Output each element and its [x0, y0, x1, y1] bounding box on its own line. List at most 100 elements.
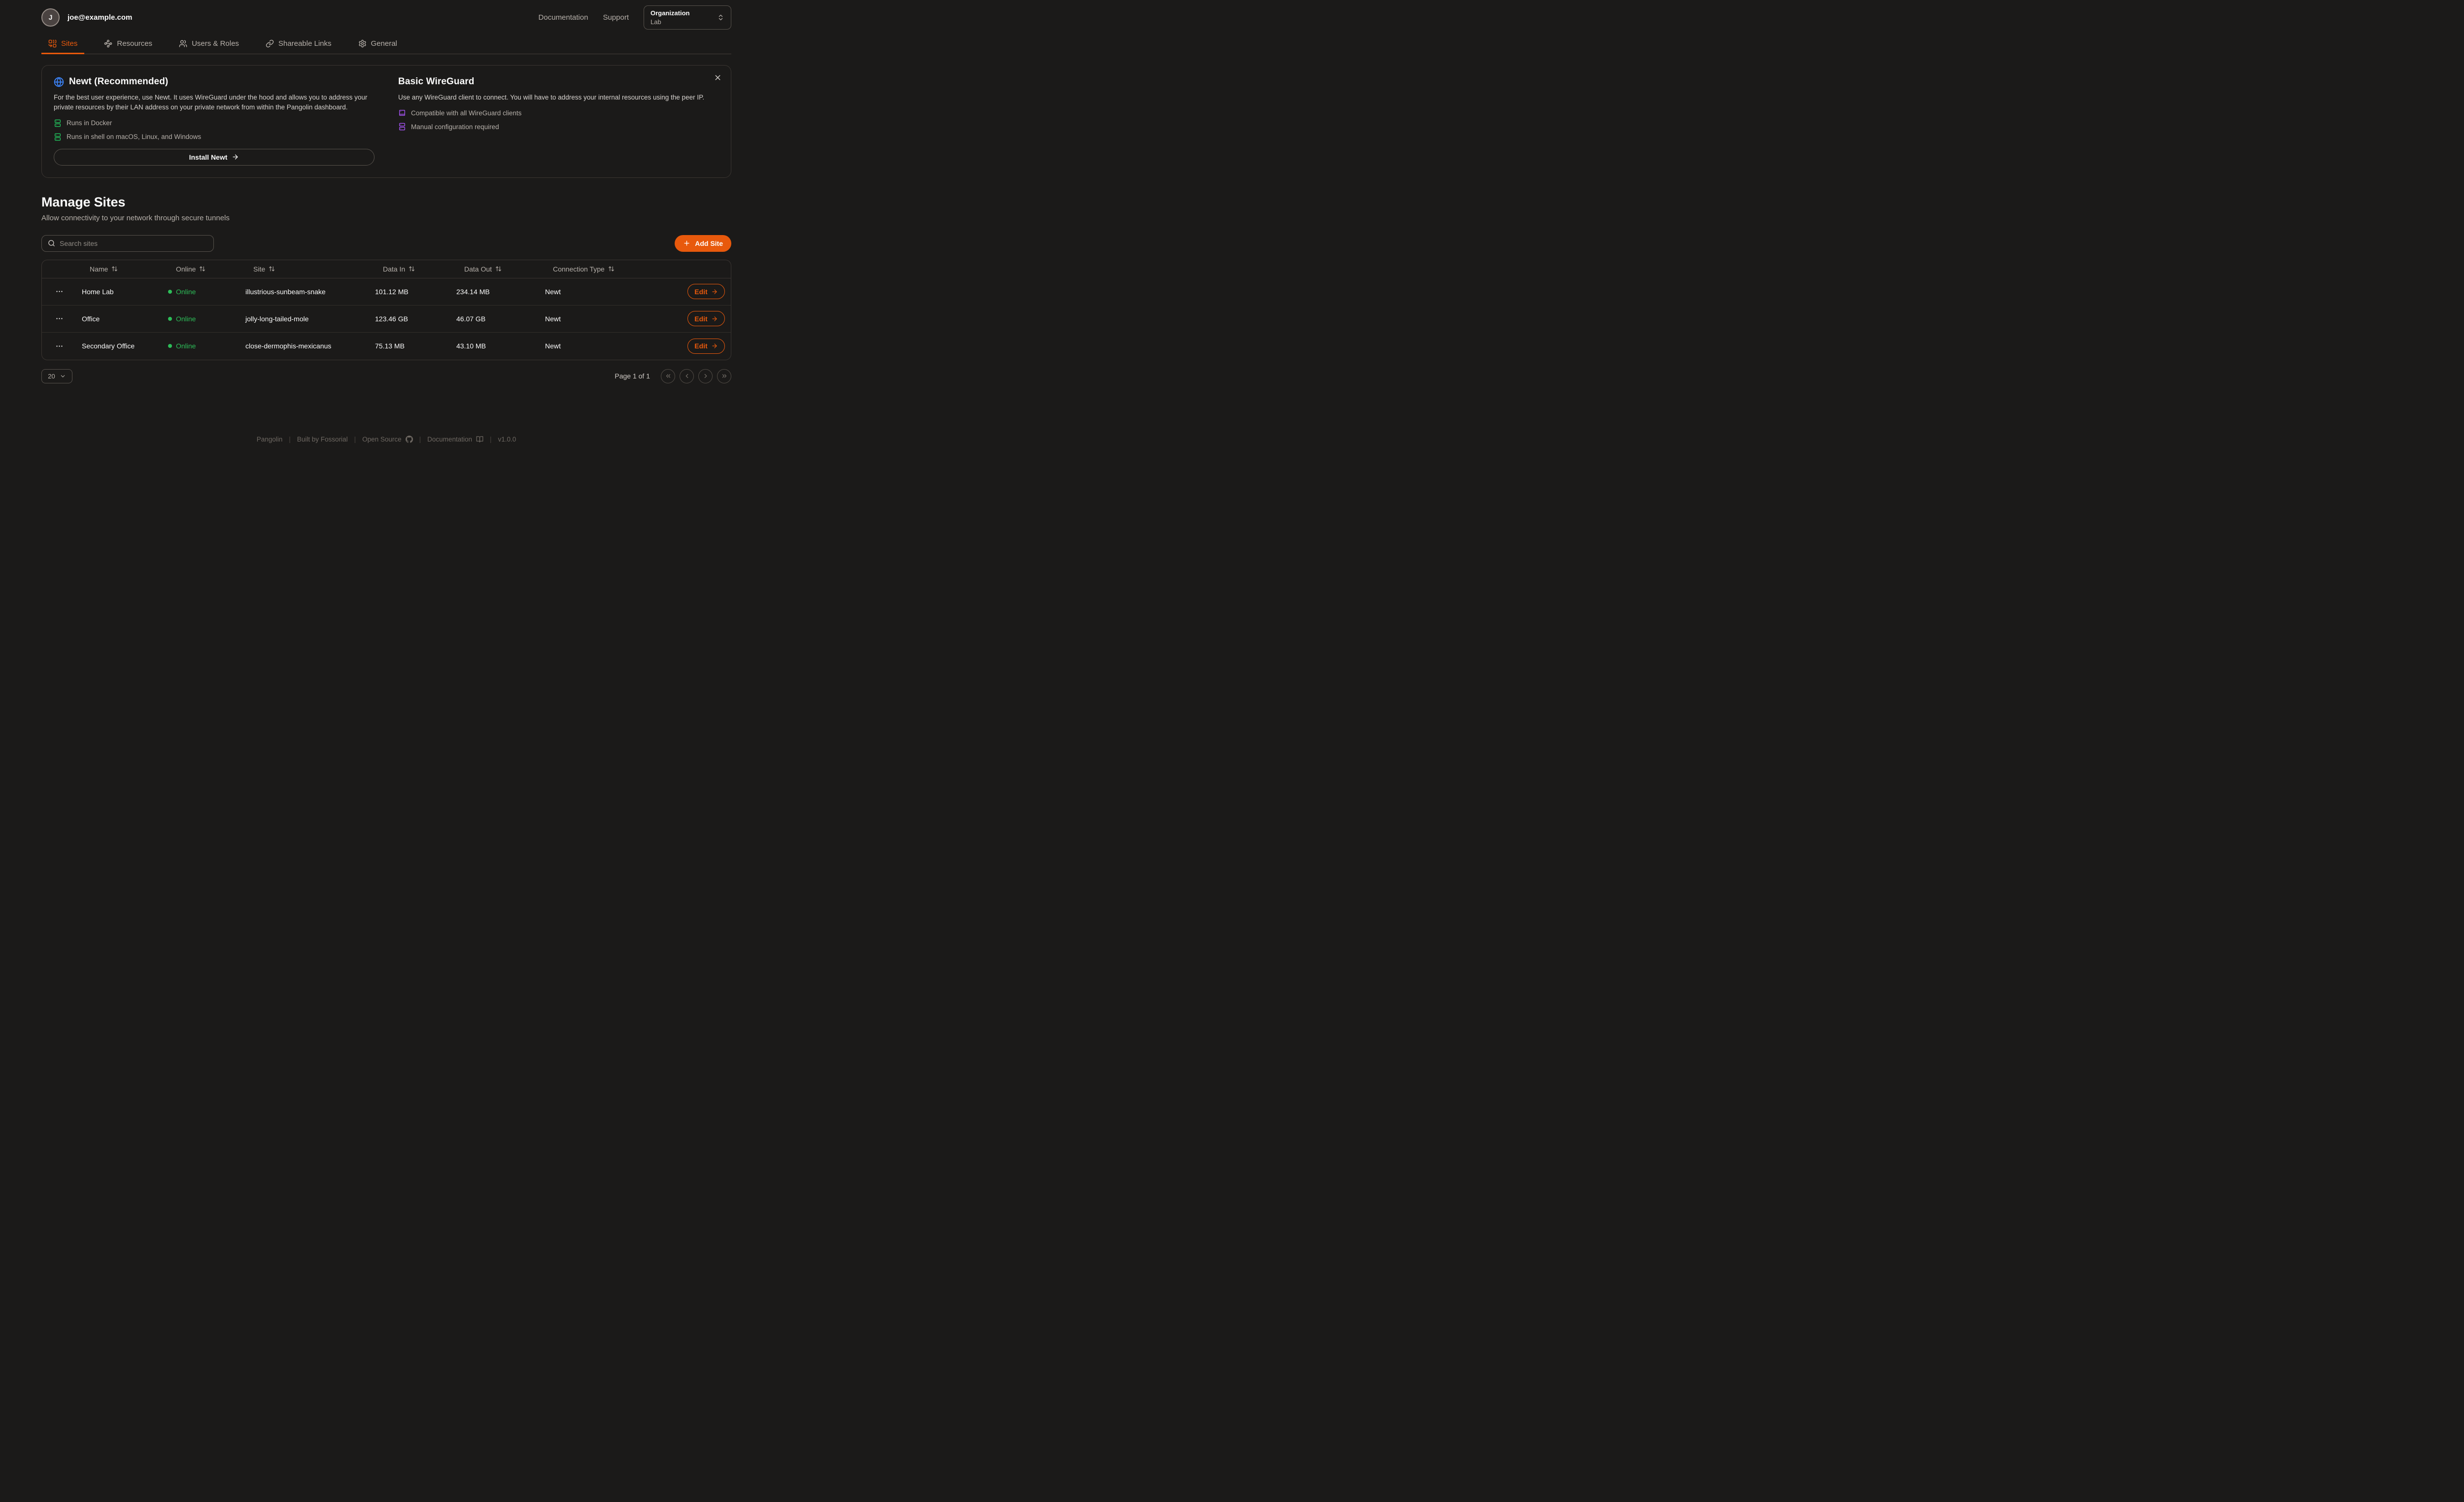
footer-open-source-link[interactable]: Open Source [362, 436, 413, 443]
sort-icon [199, 266, 205, 272]
arrow-right-icon [711, 315, 718, 322]
arrow-right-icon [232, 153, 239, 161]
footer-built-by: Built by Fossorial [297, 436, 348, 443]
chevron-left-icon [684, 373, 690, 379]
server-icon [398, 123, 406, 131]
column-header-site[interactable]: Site [234, 265, 364, 273]
status-badge: Online [157, 342, 234, 350]
arrow-right-icon [711, 288, 718, 295]
tab-general[interactable]: General [351, 34, 404, 54]
wireguard-title: Basic WireGuard [398, 76, 475, 87]
search-input[interactable] [60, 239, 207, 247]
data-in-value: 75.13 MB [375, 342, 405, 350]
wireguard-panel: Basic WireGuard Use any WireGuard client… [398, 76, 719, 166]
tab-users-roles-label: Users & Roles [192, 39, 239, 48]
next-page-button[interactable] [698, 369, 713, 383]
data-in-value: 123.46 GB [375, 314, 408, 323]
row-actions-ellipsis-icon[interactable] [55, 287, 64, 296]
first-page-button[interactable] [661, 369, 675, 383]
table-row: Secondary Office Online close-dermophis-… [42, 333, 731, 360]
sites-toolbar: Add Site [41, 235, 731, 252]
newt-feature-docker: Runs in Docker [54, 119, 375, 127]
edit-site-button[interactable]: Edit [687, 284, 725, 299]
column-header-online[interactable]: Online [157, 265, 234, 273]
tab-general-label: General [371, 39, 397, 48]
organization-selector-title: Organization [650, 9, 690, 17]
sort-icon [608, 266, 615, 272]
site-slug: jolly-long-tailed-mole [245, 314, 309, 323]
status-badge: Online [157, 315, 234, 323]
search-box [41, 235, 214, 252]
tab-sites[interactable]: Sites [41, 34, 85, 54]
support-link[interactable]: Support [603, 13, 629, 22]
site-name: Secondary Office [82, 342, 135, 350]
combine-icon [48, 39, 57, 48]
column-header-connection-type[interactable]: Connection Type [534, 265, 687, 273]
chevron-down-icon [60, 373, 66, 379]
tab-resources[interactable]: Resources [97, 34, 159, 54]
search-icon [48, 239, 55, 247]
column-header-data-out[interactable]: Data Out [445, 265, 534, 273]
online-dot-icon [168, 289, 172, 294]
data-out-value: 234.14 MB [456, 287, 490, 296]
tab-shareable-links-label: Shareable Links [278, 39, 332, 48]
table-row: Office Online jolly-long-tailed-mole 123… [42, 306, 731, 333]
tab-users-roles[interactable]: Users & Roles [172, 34, 246, 54]
online-dot-icon [168, 316, 172, 321]
sort-icon [409, 266, 415, 272]
wireguard-feature-compatible: Compatible with all WireGuard clients [398, 109, 719, 117]
newt-panel: Newt (Recommended) For the best user exp… [54, 76, 375, 166]
last-page-button[interactable] [717, 369, 731, 383]
chevron-right-icon [702, 373, 709, 379]
sort-icon [111, 266, 118, 272]
newt-feature-shell-label: Runs in shell on macOS, Linux, and Windo… [67, 133, 202, 140]
wireguard-feature-compatible-label: Compatible with all WireGuard clients [411, 109, 522, 117]
table-header-row: Name Online Site Data In Data Out Connec… [42, 260, 731, 278]
connection-type-value: Newt [545, 287, 561, 296]
data-out-value: 46.07 GB [456, 314, 486, 323]
main-tabs: Sites Resources Users & Roles Shareable … [41, 34, 731, 54]
avatar[interactable]: J [41, 8, 60, 27]
footer-documentation-link[interactable]: Documentation [427, 436, 483, 443]
status-badge: Online [157, 288, 234, 296]
footer-version: v1.0.0 [498, 436, 516, 443]
table-row: Home Lab Online illustrious-sunbeam-snak… [42, 278, 731, 306]
connection-type-value: Newt [545, 342, 561, 350]
data-in-value: 101.12 MB [375, 287, 409, 296]
organization-selector[interactable]: Organization Lab [644, 5, 731, 30]
page-size-select[interactable]: 20 [41, 369, 72, 383]
row-actions-ellipsis-icon[interactable] [55, 342, 64, 350]
newt-title: Newt (Recommended) [69, 76, 169, 87]
row-actions-ellipsis-icon[interactable] [55, 314, 64, 323]
newt-feature-docker-label: Runs in Docker [67, 119, 112, 127]
install-newt-button[interactable]: Install Newt [54, 148, 375, 166]
edit-site-button[interactable]: Edit [687, 338, 725, 354]
documentation-link[interactable]: Documentation [538, 13, 588, 22]
wireguard-feature-manual-label: Manual configuration required [411, 123, 499, 131]
column-header-name[interactable]: Name [70, 265, 157, 273]
add-site-button[interactable]: Add Site [675, 235, 731, 252]
globe-icon [54, 77, 64, 87]
chevrons-up-down-icon [717, 14, 724, 21]
previous-page-button[interactable] [680, 369, 694, 383]
top-header: J joe@example.com Documentation Support … [41, 0, 731, 34]
tab-shareable-links[interactable]: Shareable Links [259, 34, 339, 54]
column-header-data-in[interactable]: Data In [364, 265, 445, 273]
close-icon[interactable] [714, 73, 722, 83]
newt-feature-shell: Runs in shell on macOS, Linux, and Windo… [54, 133, 375, 141]
organization-selector-value: Lab [650, 18, 661, 26]
server-icon [54, 133, 62, 141]
footer: Pangolin | Built by Fossorial | Open Sou… [256, 436, 516, 443]
install-newt-label: Install Newt [189, 153, 228, 161]
plus-icon [683, 239, 690, 247]
site-name: Home Lab [82, 287, 114, 296]
sort-icon [495, 266, 502, 272]
avatar-initial: J [48, 13, 53, 21]
edit-site-button[interactable]: Edit [687, 311, 725, 326]
wireguard-description: Use any WireGuard client to connect. You… [398, 94, 705, 101]
connection-type-value: Newt [545, 314, 561, 323]
pagination-bar: 20 Page 1 of 1 [41, 369, 731, 383]
link-icon [266, 39, 274, 48]
page-subtitle: Allow connectivity to your network throu… [41, 213, 230, 222]
waypoints-icon [104, 39, 112, 48]
